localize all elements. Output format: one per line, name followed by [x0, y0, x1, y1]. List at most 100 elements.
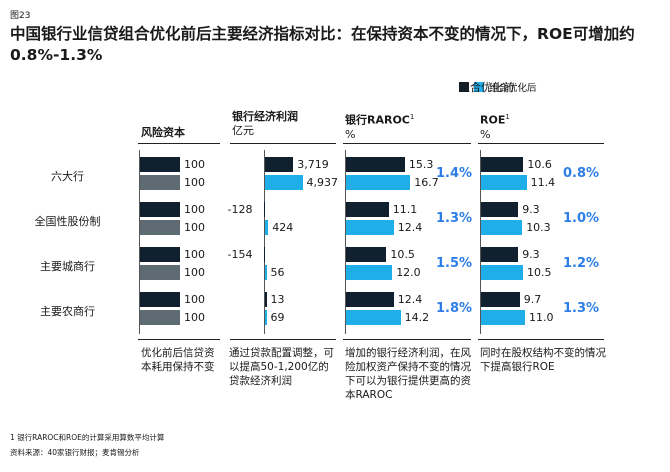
- raroc-header-rule: [343, 143, 471, 144]
- raroc-increase: 1.4%: [436, 166, 473, 181]
- profit-value-label: -154: [227, 248, 253, 261]
- raroc-bottom-rule: [343, 339, 471, 340]
- roe-axis: [480, 150, 481, 334]
- capital-axis: [139, 150, 140, 334]
- roe-increase: 1.2%: [563, 256, 600, 271]
- capital-bar: [140, 202, 180, 217]
- raroc-value-label: 14.2: [404, 311, 430, 324]
- legend-before-label: 组合优化前: [459, 80, 514, 94]
- roe-value-label: 10.3: [526, 221, 551, 234]
- legend-after-label: 组合优化后: [489, 83, 537, 94]
- profit-value-label: 3,719: [297, 158, 329, 171]
- profit-value-label: 69: [270, 311, 285, 324]
- roe-bar: [481, 220, 523, 235]
- raroc-value-label: 15.3: [408, 158, 434, 171]
- row-label: 主要城商行: [40, 260, 95, 273]
- legend-before-swatch: [459, 82, 469, 92]
- capital-value-label: 100: [184, 221, 205, 234]
- capital-value-label: 100: [184, 266, 205, 279]
- raroc-bar: [346, 265, 393, 280]
- profit-bar: [265, 157, 294, 172]
- roe-bar: [481, 202, 519, 217]
- profit-bar: [265, 310, 267, 325]
- profit-axis: [264, 150, 265, 334]
- roe-bottom-rule: [478, 339, 604, 340]
- capital-bar: [140, 310, 180, 325]
- legend: 组合优化前 组合优化后: [459, 80, 537, 94]
- roe-bar: [481, 292, 520, 307]
- capital-bar: [140, 157, 180, 172]
- roe-increase: 0.8%: [563, 166, 600, 181]
- profit-unit: 亿元: [232, 124, 254, 137]
- roe-value-label: 11.0: [529, 311, 554, 324]
- profit-bar: [263, 202, 265, 217]
- capital-value-label: 100: [184, 248, 205, 261]
- profit-value-label: -128: [227, 203, 253, 216]
- raroc-value-label: 12.4: [397, 293, 423, 306]
- raroc-value-label: 16.7: [414, 176, 439, 189]
- capital-value-label: 100: [184, 311, 205, 324]
- roe-bar: [481, 175, 527, 190]
- capital-value-label: 100: [184, 203, 205, 216]
- profit-value-label: 13: [270, 293, 285, 306]
- roe-value-label: 10.5: [527, 266, 552, 279]
- profit-bar: [263, 247, 265, 262]
- roe-note: 同时在股权结构不变的情况下提高银行ROE: [480, 347, 606, 373]
- profit-bar: [265, 292, 267, 307]
- roe-bar: [481, 310, 525, 325]
- capital-bar: [140, 247, 180, 262]
- raroc-bar: [346, 247, 387, 262]
- roe-value-label: 10.6: [527, 158, 552, 171]
- profit-value-label: 56: [270, 266, 285, 279]
- roe-header: ROE1%: [480, 110, 510, 142]
- figure-label: 图23: [10, 11, 31, 21]
- raroc-increase: 1.3%: [436, 211, 473, 226]
- legend-after-swatch: [474, 82, 484, 92]
- capital-value-label: 100: [184, 158, 205, 171]
- roe-title: ROE: [480, 113, 506, 127]
- raroc-bar: [346, 310, 401, 325]
- capital-bottom-rule: [138, 339, 220, 340]
- roe-value-label: 9.3: [522, 203, 540, 216]
- profit-bar: [265, 220, 269, 235]
- roe-increase: 1.3%: [563, 301, 600, 316]
- roe-bar: [481, 247, 519, 262]
- raroc-sup: 1: [409, 113, 415, 121]
- profit-note: 通过贷款配置调整，可以提高50-1,200亿的贷款经济利润: [229, 347, 334, 387]
- raroc-bar: [346, 175, 411, 190]
- capital-value-label: 100: [184, 293, 205, 306]
- capital-title: 风险资本: [141, 126, 185, 139]
- profit-title: 银行经济利润: [232, 110, 298, 123]
- profit-bar: [265, 265, 267, 280]
- capital-bar: [140, 220, 180, 235]
- chart-title: 中国银行业信贷组合优化前后主要经济指标对比：在保持资本不变的情况下，ROE可增加…: [10, 25, 635, 64]
- capital-bar: [140, 292, 180, 307]
- raroc-bar: [346, 220, 394, 235]
- raroc-bar: [346, 292, 394, 307]
- raroc-value-label: 12.4: [397, 221, 423, 234]
- row-label: 全国性股份制: [34, 215, 101, 228]
- profit-bar: [265, 175, 303, 190]
- capital-note: 优化前后信贷资本耗用保持不变: [141, 347, 215, 373]
- raroc-value-label: 11.1: [392, 203, 418, 216]
- capital-value-label: 100: [184, 176, 205, 189]
- raroc-value-label: 10.5: [390, 248, 415, 261]
- profit-value-label: 4,937: [306, 176, 339, 189]
- raroc-bar: [346, 157, 405, 172]
- roe-header-rule: [478, 143, 604, 144]
- roe-bar: [481, 265, 523, 280]
- raroc-bar: [346, 202, 389, 217]
- roe-value-label: 9.7: [523, 293, 542, 306]
- roe-value-label: 9.3: [522, 248, 540, 261]
- capital-header: 风险资本: [141, 126, 185, 140]
- raroc-note: 增加的银行经济利润，在风险加权资产保持不变的情况下可以为银行提供更高的资本RAR…: [345, 347, 471, 401]
- raroc-unit: %: [345, 127, 356, 141]
- capital-header-rule: [138, 143, 220, 144]
- raroc-title: 银行RAROC: [345, 113, 410, 127]
- profit-value-label: 424: [272, 221, 294, 234]
- roe-bar: [481, 157, 524, 172]
- row-label: 六大行: [51, 170, 84, 183]
- roe-sup: 1: [505, 113, 510, 121]
- profit-header-rule: [230, 143, 336, 144]
- raroc-increase: 1.8%: [436, 301, 473, 316]
